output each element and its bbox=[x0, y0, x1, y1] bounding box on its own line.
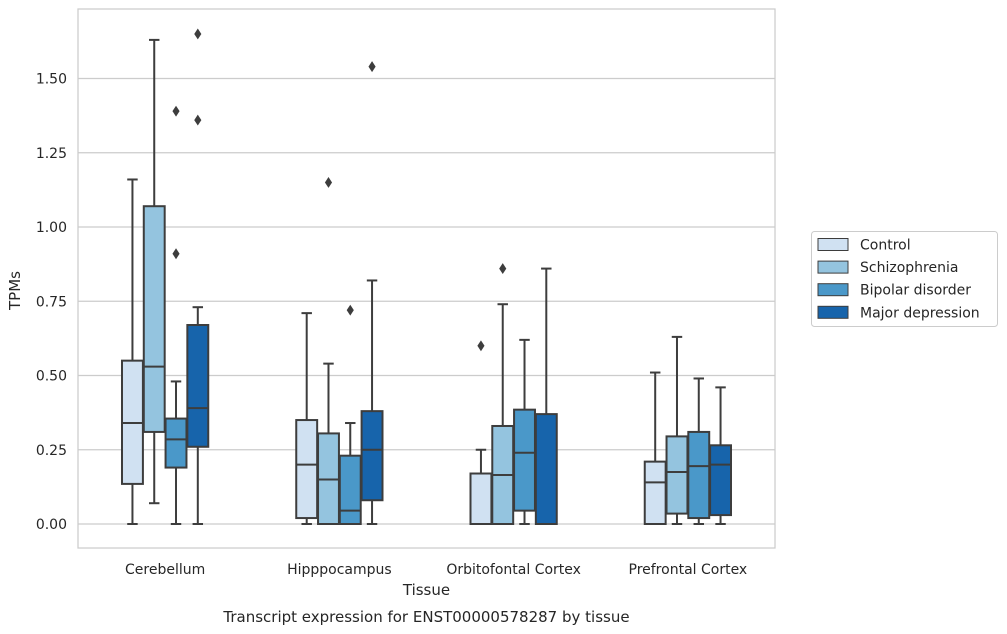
series-control bbox=[120, 178, 667, 526]
box bbox=[142, 205, 166, 433]
y-tick-label: 1.50 bbox=[36, 72, 67, 88]
legend-item: Control bbox=[817, 238, 911, 254]
box-plot bbox=[643, 371, 667, 526]
outlier-point bbox=[324, 176, 333, 188]
outlier-point bbox=[194, 114, 202, 126]
box-plot bbox=[469, 340, 493, 526]
box-plot-series bbox=[120, 28, 733, 526]
outlier-point bbox=[172, 248, 180, 260]
box bbox=[709, 444, 733, 517]
series-major-depression bbox=[186, 28, 733, 525]
x-tick-label: Prefrontal Cortex bbox=[629, 562, 748, 578]
outlier-point bbox=[172, 105, 180, 117]
legend-swatch bbox=[817, 283, 849, 297]
outlier-point bbox=[368, 61, 376, 73]
y-tick-label: 0.75 bbox=[36, 294, 67, 310]
box bbox=[186, 324, 210, 448]
legend-swatch bbox=[817, 305, 849, 319]
x-axis-title: Tissue bbox=[402, 581, 450, 599]
outlier-point bbox=[477, 340, 485, 352]
box-plot bbox=[360, 61, 384, 525]
box bbox=[534, 413, 558, 525]
x-tick-label: Orbitofontal Cortex bbox=[446, 562, 581, 578]
box-plot bbox=[295, 312, 319, 525]
legend-item: Schizophrenia bbox=[817, 260, 958, 276]
box bbox=[469, 472, 493, 526]
box-plot bbox=[491, 263, 515, 525]
y-tick-label: 0.25 bbox=[36, 443, 67, 459]
axis-ticks: 0.00 0.25 0.50 0.75 1.00 1.25 1.50 Cerebellum Hi… bbox=[36, 72, 747, 579]
outlier-point bbox=[499, 263, 507, 275]
box bbox=[687, 430, 711, 520]
legend-item: Bipolar disorder bbox=[817, 283, 971, 299]
y-tick-label: 0.50 bbox=[36, 369, 67, 385]
series-schizophrenia bbox=[142, 38, 689, 526]
legend-frame bbox=[811, 231, 998, 327]
box-plot bbox=[142, 38, 166, 505]
box-plot bbox=[120, 178, 144, 525]
legend-label: Control bbox=[860, 238, 911, 254]
box bbox=[513, 408, 536, 512]
outlier-point bbox=[346, 304, 354, 316]
plot-area-frame bbox=[77, 8, 776, 549]
legend-swatch bbox=[817, 260, 849, 274]
box-plot bbox=[534, 267, 558, 525]
box-plot bbox=[709, 386, 733, 525]
box-plot bbox=[513, 338, 536, 525]
outlier-point bbox=[194, 28, 202, 40]
y-tick-label: 1.25 bbox=[36, 146, 67, 162]
box-plot bbox=[186, 28, 210, 525]
legend-item: Major depression bbox=[817, 305, 980, 321]
legend-label: Schizophrenia bbox=[860, 260, 958, 276]
box bbox=[643, 460, 667, 526]
box-plot bbox=[687, 377, 711, 525]
box bbox=[295, 419, 319, 520]
legend-swatch bbox=[817, 238, 849, 251]
box bbox=[164, 417, 188, 469]
box-plot bbox=[338, 304, 362, 525]
legend-label: Major depression bbox=[860, 305, 980, 321]
y-tick-label: 0.00 bbox=[36, 517, 67, 533]
box bbox=[360, 410, 384, 502]
box-plot bbox=[317, 176, 340, 526]
box bbox=[665, 435, 689, 515]
y-tick-label: 1.00 bbox=[36, 220, 67, 236]
box-plot bbox=[665, 335, 689, 525]
legend: Control Schizophrenia Bipolar disorder Majo… bbox=[811, 231, 998, 327]
box bbox=[338, 454, 362, 525]
box-plot bbox=[164, 105, 188, 525]
series-bipolar-disorder bbox=[164, 105, 711, 525]
y-axis-title: TPMs bbox=[6, 271, 24, 311]
x-tick-label: Hipppocampus bbox=[287, 562, 392, 578]
legend-label: Bipolar disorder bbox=[860, 283, 971, 299]
x-tick-label: Cerebellum bbox=[125, 562, 205, 578]
chart-caption: Transcript expression for ENST0000057828… bbox=[222, 608, 629, 626]
